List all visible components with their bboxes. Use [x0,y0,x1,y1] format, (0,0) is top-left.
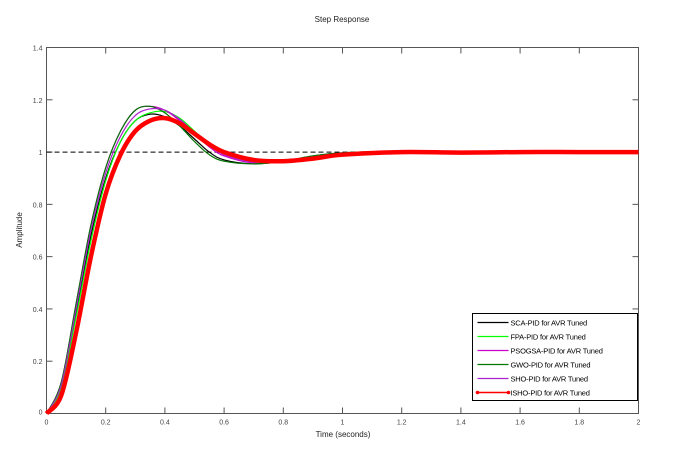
x-tick-label: 2 [637,420,641,427]
x-tick-label: 0.4 [160,420,170,427]
x-axis-label: Time (seconds) [316,430,371,439]
y-tick-label: 1 [39,150,43,157]
y-tick-label: 0.4 [33,307,43,314]
y-axis-label: Amplitude [15,212,24,248]
legend-marker [506,390,511,395]
legend-entry: FPA-PID for AVR Tuned [511,333,586,342]
legend-entry: SCA-PID for AVR Tuned [511,319,588,328]
x-tick-label: 0.6 [219,420,229,427]
x-tick-label: 1.6 [515,420,525,427]
chart-title: Step Response [315,15,370,24]
legend: SCA-PID for AVR Tuned FPA-PID for AVR Tun… [472,313,638,401]
legend-entry: GWO-PID for AVR Tuned [511,361,591,370]
y-tick-label: 1.4 [33,46,43,53]
x-tick-label: 1.8 [574,420,584,427]
x-tick-label: 1.4 [456,420,466,427]
legend-entry: SHO-PID for AVR Tuned [511,375,588,384]
legend-marker [475,390,480,395]
legend-entry: PSOGSA-PID for AVR Tuned [511,347,603,356]
x-tick-label: 1 [341,420,345,427]
y-tick-label: 1.2 [33,98,43,105]
x-tick-label: 0.2 [101,420,111,427]
y-tick-label: 0.2 [33,359,43,366]
x-tick-label: 0.8 [278,420,288,427]
x-tick-label: 1.2 [397,420,407,427]
y-tick-label: 0.8 [33,202,43,209]
y-tick-label: 0.6 [33,255,43,262]
legend-entry: ISHO-PID for AVR Tuned [511,389,590,398]
legend-box [472,313,638,401]
series-line-isho [44,115,639,416]
x-tick-label: 0 [45,420,49,427]
y-tick-label: 0 [39,410,43,417]
